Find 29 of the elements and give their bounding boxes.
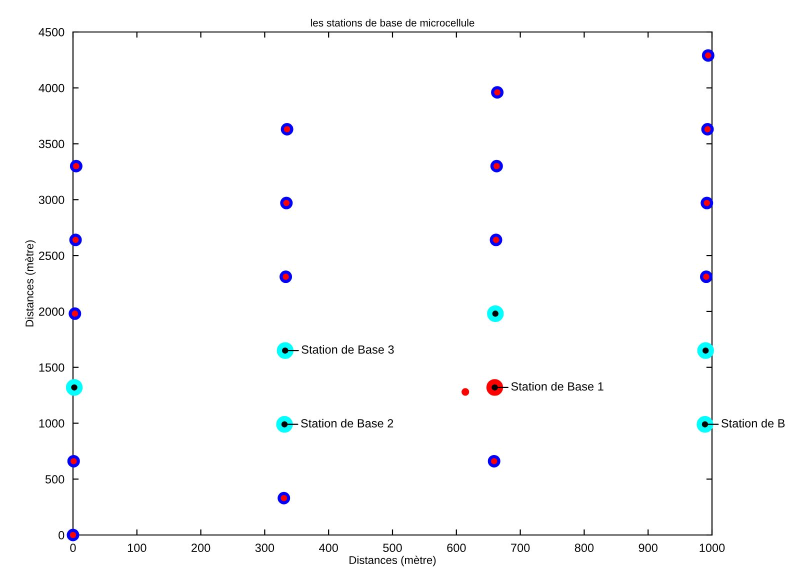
x-axis-title: Distances (mètre) (350, 556, 436, 566)
x-tick-label: 200 (192, 544, 210, 552)
y-tick-label: 3000 (38, 196, 64, 204)
y-tick-label: 2000 (39, 307, 64, 316)
y-tick-label: 4000 (38, 84, 64, 92)
x-tick-label: 0 (70, 544, 76, 552)
y-tick-label: 500 (45, 475, 64, 484)
y-tick-label: 4500 (38, 28, 64, 36)
x-tick-label: 1000 (700, 544, 725, 552)
x-tick-label: 400 (319, 544, 338, 552)
y-tick-label: 0 (58, 531, 64, 540)
x-tick-label: 900 (638, 544, 658, 552)
y-tick-label: 1500 (39, 363, 64, 372)
x-tick-label: 700 (511, 544, 530, 552)
point (462, 388, 470, 396)
x-tick-label: 100 (128, 544, 146, 552)
x-tick-label: 500 (383, 544, 402, 552)
y-axis-title: Distances (mètre) (25, 240, 36, 326)
y-tick-label: 2500 (39, 252, 64, 260)
annotation: Station de Base 2 (301, 418, 394, 428)
chart-title: les stations de base de microcellule (310, 18, 474, 27)
annotation: Station de Base 3 (302, 345, 394, 354)
annotation: Station de Base 1 (511, 382, 604, 391)
y-tick-label: 1000 (39, 419, 64, 428)
annotation: Station de B (721, 418, 785, 428)
x-tick-label: 800 (574, 544, 594, 552)
y-tick-label: 3500 (38, 140, 64, 148)
x-tick-label: 600 (447, 544, 466, 552)
x-tick-label: 300 (255, 544, 274, 552)
